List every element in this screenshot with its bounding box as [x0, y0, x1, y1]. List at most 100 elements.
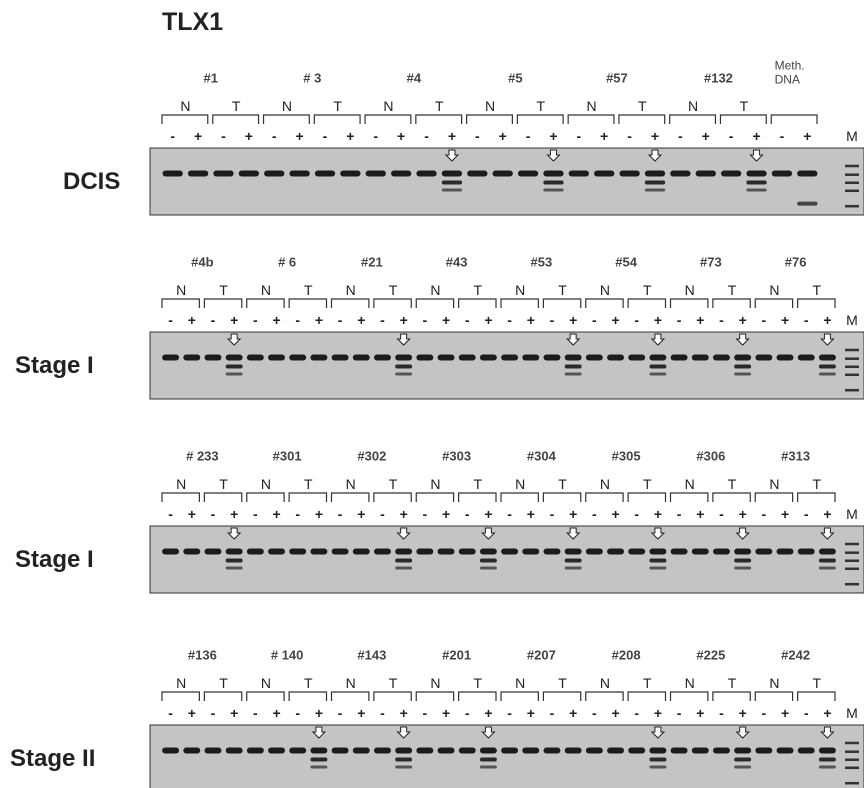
band — [818, 566, 836, 570]
band — [695, 170, 716, 177]
bracket — [246, 298, 285, 308]
marker-label: M — [846, 705, 858, 721]
sample-id: #313 — [781, 448, 811, 464]
group-label: T — [333, 98, 342, 114]
group-label: T — [558, 675, 567, 691]
band — [225, 548, 243, 555]
row-label: DCIS — [63, 167, 121, 195]
band — [395, 558, 413, 563]
band — [441, 188, 463, 192]
lane-label: - — [761, 506, 767, 522]
lane-label: - — [464, 705, 470, 721]
band — [395, 757, 413, 762]
band — [607, 548, 625, 555]
bracket — [415, 298, 455, 308]
band — [373, 354, 391, 361]
band — [246, 747, 264, 754]
bracket — [203, 691, 243, 701]
band — [437, 354, 455, 361]
band — [564, 548, 582, 555]
band — [395, 765, 413, 769]
sample-id: #143 — [357, 647, 387, 663]
band — [644, 188, 666, 192]
group-label: N — [345, 476, 356, 492]
arrow — [311, 726, 327, 739]
bracket — [542, 492, 582, 502]
group-label: N — [515, 476, 526, 492]
band — [340, 170, 361, 177]
lane-label: + — [696, 312, 705, 328]
sample-id: #1 — [203, 70, 218, 86]
gel — [149, 724, 864, 788]
gel — [149, 331, 864, 400]
lane-label: - — [422, 506, 428, 522]
bracket — [288, 298, 328, 308]
band — [797, 170, 818, 177]
band — [395, 372, 413, 376]
bracket — [797, 691, 836, 701]
band — [818, 354, 836, 361]
bracket — [585, 492, 624, 502]
arrow — [444, 149, 460, 162]
band — [289, 170, 310, 177]
band — [268, 747, 286, 754]
bracket — [246, 492, 285, 502]
arrow — [226, 333, 242, 346]
band — [734, 364, 752, 369]
lane-label: - — [422, 705, 428, 721]
group-label: T — [727, 282, 737, 298]
marker-band — [845, 542, 859, 546]
band — [691, 354, 709, 361]
lane-label: + — [244, 128, 253, 144]
bracket — [500, 492, 539, 502]
lane-label: - — [761, 312, 767, 328]
band — [289, 548, 307, 555]
arrow — [565, 527, 581, 540]
band — [585, 747, 603, 754]
lane-label: - — [464, 506, 470, 522]
lane-label: - — [380, 705, 385, 721]
lane-label: + — [696, 705, 705, 721]
band — [492, 170, 513, 177]
band — [501, 548, 519, 555]
band — [395, 747, 413, 754]
bracket — [330, 492, 370, 502]
lane-label: + — [399, 506, 408, 522]
group-label: N — [383, 98, 394, 114]
sample-id: #4 — [406, 70, 422, 86]
sample-id: #43 — [445, 254, 468, 270]
band — [458, 747, 476, 754]
group-label: T — [219, 476, 228, 492]
band — [564, 372, 582, 376]
arrow — [396, 726, 411, 739]
band — [734, 372, 752, 376]
lane-label: - — [170, 128, 176, 144]
band — [204, 548, 222, 555]
band — [395, 354, 413, 361]
lane-label: + — [399, 705, 408, 721]
gel — [149, 147, 864, 216]
band — [543, 354, 561, 361]
bracket — [203, 492, 243, 502]
sample-id: #76 — [784, 254, 807, 270]
arrow — [650, 726, 666, 739]
lane-label: + — [346, 128, 355, 144]
band — [670, 548, 688, 555]
band — [818, 747, 836, 754]
lane-label: - — [168, 705, 173, 721]
band — [771, 170, 793, 177]
group-label: T — [536, 98, 546, 114]
group-label: N — [515, 282, 526, 298]
lane-label: + — [357, 705, 366, 721]
group-label: N — [599, 476, 610, 492]
band — [373, 548, 391, 555]
group-label: T — [643, 282, 652, 298]
bracket — [466, 114, 513, 124]
band — [734, 747, 752, 754]
band — [416, 170, 437, 177]
lane-label: + — [738, 506, 747, 522]
group-label: T — [727, 476, 737, 492]
band — [416, 747, 434, 754]
sample-id: #4b — [191, 254, 214, 270]
group-label: N — [430, 282, 441, 298]
